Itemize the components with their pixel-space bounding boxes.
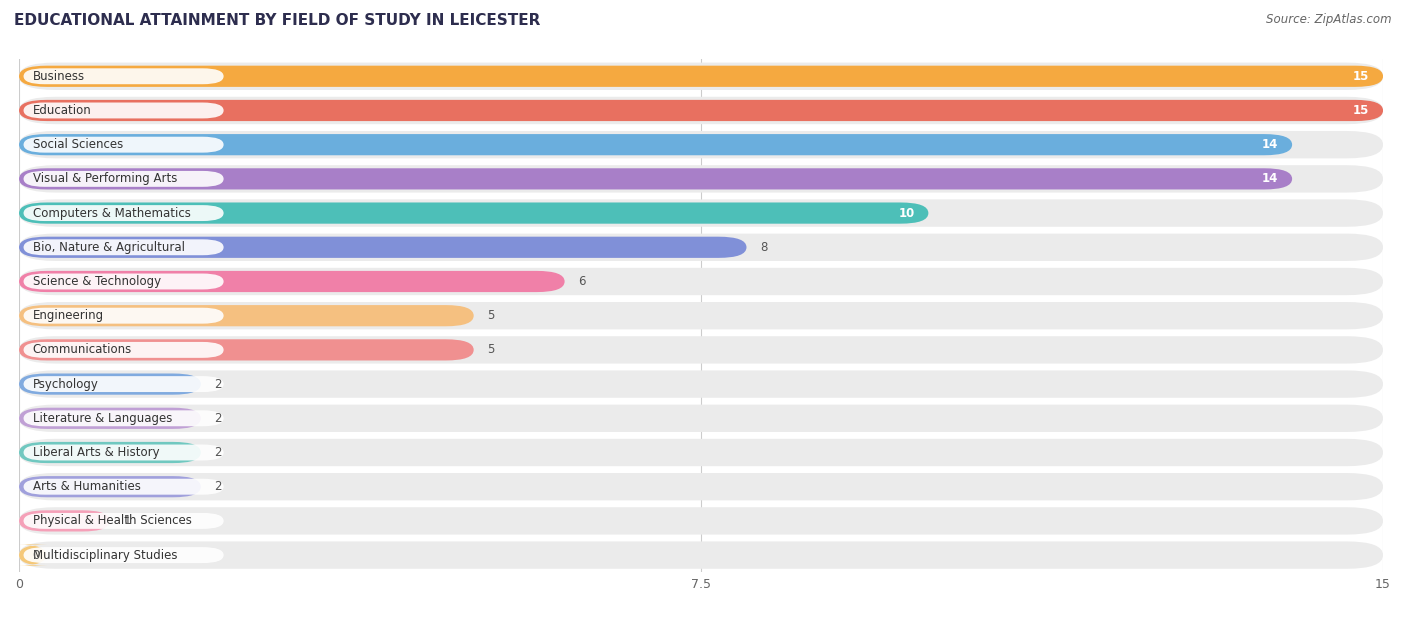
Text: 14: 14: [1263, 172, 1278, 186]
FancyBboxPatch shape: [24, 308, 224, 324]
FancyBboxPatch shape: [24, 68, 224, 84]
Text: 10: 10: [898, 206, 915, 220]
Text: 6: 6: [578, 275, 586, 288]
FancyBboxPatch shape: [20, 442, 201, 463]
FancyBboxPatch shape: [24, 410, 224, 427]
Text: Multidisciplinary Studies: Multidisciplinary Studies: [32, 548, 177, 562]
FancyBboxPatch shape: [20, 131, 1384, 158]
Text: Science & Technology: Science & Technology: [32, 275, 160, 288]
Text: 8: 8: [761, 241, 768, 254]
Text: 15: 15: [1353, 104, 1369, 117]
FancyBboxPatch shape: [20, 62, 1384, 90]
FancyBboxPatch shape: [20, 165, 1384, 192]
Text: 2: 2: [215, 412, 222, 425]
Text: Liberal Arts & History: Liberal Arts & History: [32, 446, 159, 459]
Text: Education: Education: [32, 104, 91, 117]
FancyBboxPatch shape: [20, 268, 1384, 295]
Text: Social Sciences: Social Sciences: [32, 138, 122, 151]
Text: Arts & Humanities: Arts & Humanities: [32, 480, 141, 493]
FancyBboxPatch shape: [20, 237, 747, 258]
Text: Computers & Mathematics: Computers & Mathematics: [32, 206, 191, 220]
FancyBboxPatch shape: [24, 137, 224, 153]
FancyBboxPatch shape: [18, 545, 48, 566]
FancyBboxPatch shape: [20, 510, 110, 531]
FancyBboxPatch shape: [24, 376, 224, 392]
Text: 14: 14: [1263, 138, 1278, 151]
FancyBboxPatch shape: [20, 408, 201, 429]
Text: 5: 5: [488, 309, 495, 322]
Text: 5: 5: [488, 343, 495, 357]
Text: EDUCATIONAL ATTAINMENT BY FIELD OF STUDY IN LEICESTER: EDUCATIONAL ATTAINMENT BY FIELD OF STUDY…: [14, 13, 540, 28]
FancyBboxPatch shape: [20, 97, 1384, 124]
FancyBboxPatch shape: [24, 547, 224, 563]
Text: Literature & Languages: Literature & Languages: [32, 412, 172, 425]
FancyBboxPatch shape: [20, 541, 1384, 569]
Text: Visual & Performing Arts: Visual & Performing Arts: [32, 172, 177, 186]
Text: 2: 2: [215, 446, 222, 459]
FancyBboxPatch shape: [20, 507, 1384, 534]
FancyBboxPatch shape: [24, 479, 224, 495]
FancyBboxPatch shape: [24, 239, 224, 255]
FancyBboxPatch shape: [20, 374, 201, 395]
FancyBboxPatch shape: [20, 199, 1384, 227]
FancyBboxPatch shape: [24, 445, 224, 461]
FancyBboxPatch shape: [24, 102, 224, 119]
FancyBboxPatch shape: [20, 302, 1384, 329]
FancyBboxPatch shape: [20, 134, 1292, 155]
FancyBboxPatch shape: [20, 473, 1384, 500]
FancyBboxPatch shape: [20, 168, 1292, 189]
FancyBboxPatch shape: [20, 305, 474, 326]
Text: Bio, Nature & Agricultural: Bio, Nature & Agricultural: [32, 241, 184, 254]
FancyBboxPatch shape: [20, 439, 1384, 466]
FancyBboxPatch shape: [24, 273, 224, 290]
Text: 0: 0: [32, 548, 39, 562]
FancyBboxPatch shape: [20, 336, 1384, 363]
Text: Engineering: Engineering: [32, 309, 104, 322]
FancyBboxPatch shape: [24, 513, 224, 529]
FancyBboxPatch shape: [20, 66, 1384, 87]
FancyBboxPatch shape: [20, 339, 474, 360]
Text: 2: 2: [215, 377, 222, 391]
FancyBboxPatch shape: [20, 476, 201, 497]
FancyBboxPatch shape: [20, 271, 565, 292]
Text: 1: 1: [124, 514, 131, 528]
Text: Source: ZipAtlas.com: Source: ZipAtlas.com: [1267, 13, 1392, 26]
FancyBboxPatch shape: [20, 203, 928, 223]
Text: Psychology: Psychology: [32, 377, 98, 391]
Text: 2: 2: [215, 480, 222, 493]
FancyBboxPatch shape: [24, 205, 224, 221]
Text: 15: 15: [1353, 70, 1369, 83]
FancyBboxPatch shape: [24, 342, 224, 358]
FancyBboxPatch shape: [20, 233, 1384, 261]
FancyBboxPatch shape: [24, 171, 224, 187]
FancyBboxPatch shape: [20, 100, 1384, 121]
Text: Business: Business: [32, 70, 84, 83]
Text: Physical & Health Sciences: Physical & Health Sciences: [32, 514, 191, 528]
FancyBboxPatch shape: [20, 370, 1384, 398]
Text: Communications: Communications: [32, 343, 132, 357]
FancyBboxPatch shape: [20, 404, 1384, 432]
